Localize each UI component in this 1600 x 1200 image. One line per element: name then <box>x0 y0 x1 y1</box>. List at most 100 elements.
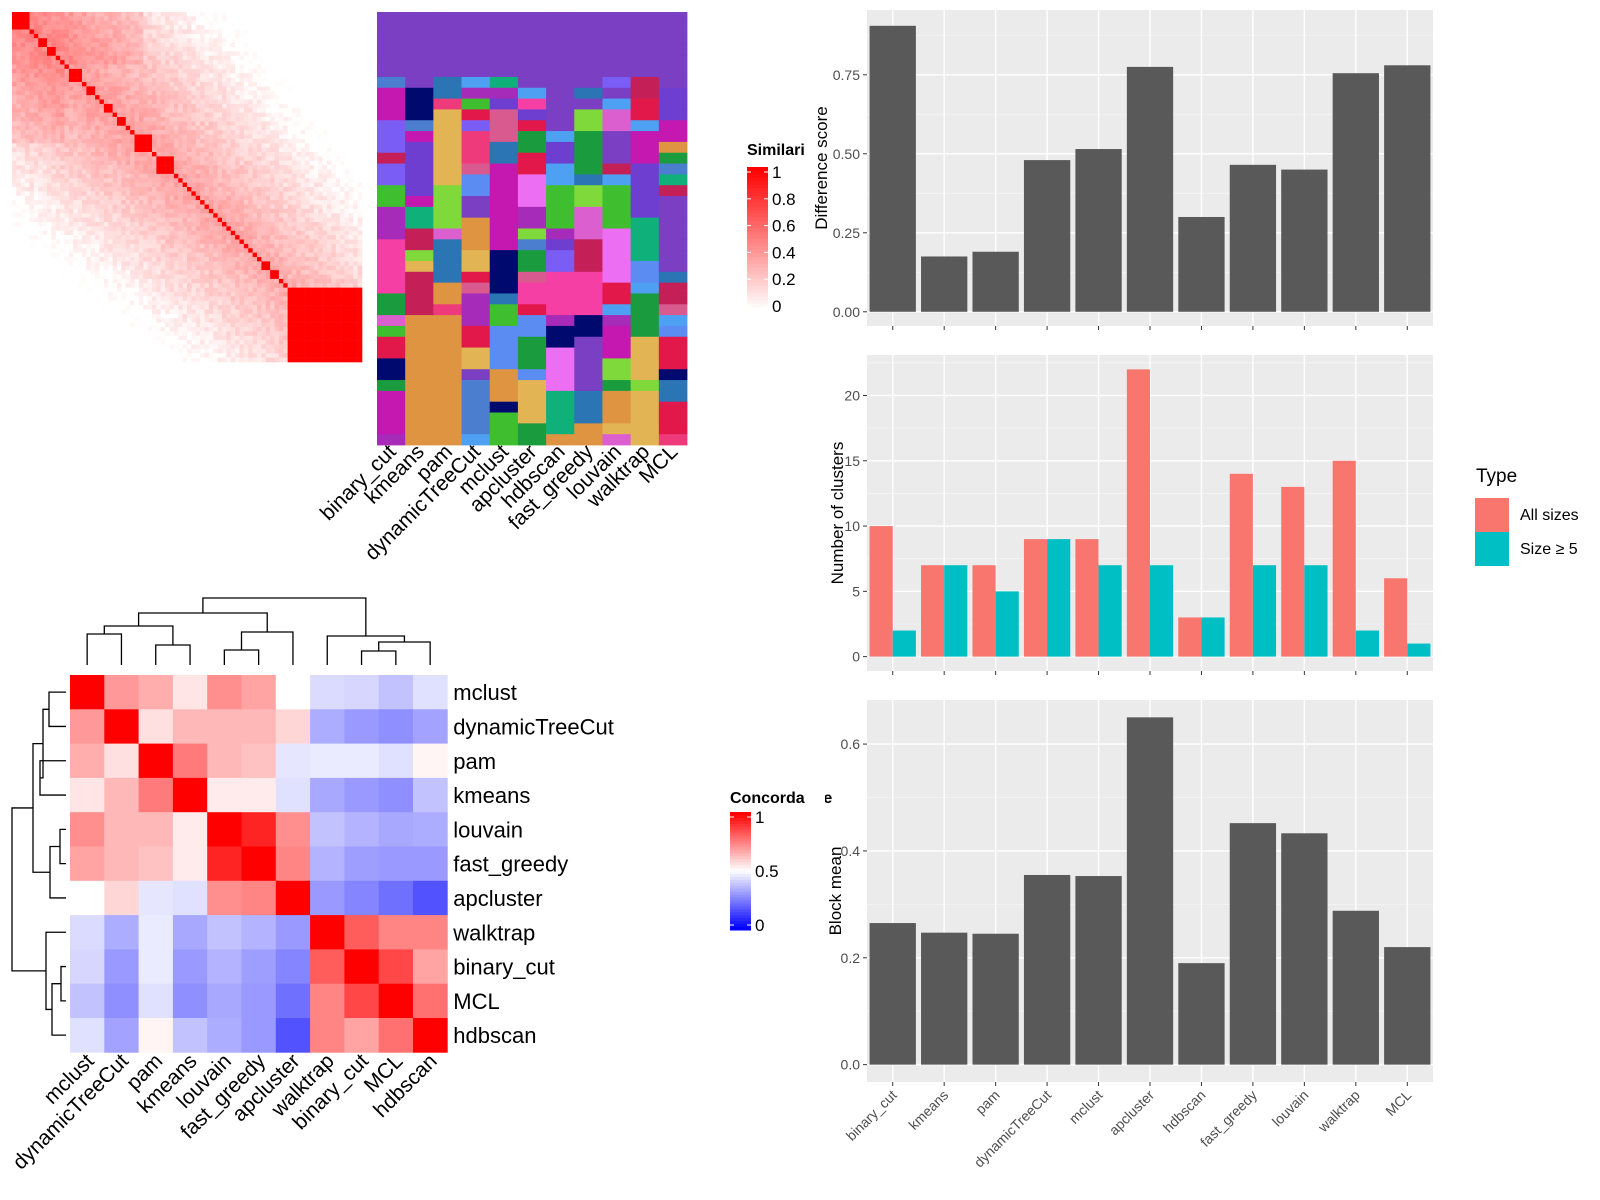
similarity-cell <box>156 222 162 227</box>
similarity-cell <box>134 274 140 280</box>
similarity-cell <box>274 138 280 144</box>
similarity-cell <box>340 108 345 113</box>
similarity-cell <box>217 195 223 201</box>
similarity-cell <box>292 64 297 70</box>
similarity-cell <box>187 344 192 350</box>
similarity-cell <box>195 265 201 271</box>
similarity-cell <box>248 152 253 157</box>
similarity-cell <box>287 99 293 105</box>
similarity-cell <box>165 270 170 275</box>
similarity-cell <box>20 117 26 122</box>
similarity-cell <box>335 82 341 87</box>
similarity-cell <box>222 29 227 35</box>
similarity-cell <box>73 340 78 345</box>
similarity-cell <box>99 274 105 280</box>
similarity-cell <box>64 86 70 92</box>
similarity-cell <box>55 99 61 105</box>
similarity-cell <box>300 68 306 74</box>
similarity-cell <box>117 353 122 358</box>
similarity-cell <box>152 77 157 83</box>
similarity-cell <box>165 340 170 345</box>
similarity-cell <box>292 51 297 57</box>
similarity-cell <box>38 248 43 253</box>
similarity-cell <box>296 29 302 35</box>
similarity-cell <box>47 313 52 319</box>
similarity-cell <box>25 134 30 140</box>
similarity-cell <box>173 169 179 175</box>
similarity-cell <box>82 309 87 315</box>
similarity-cell <box>182 64 188 70</box>
similarity-cell <box>103 217 109 223</box>
similarity-cell <box>296 169 302 175</box>
similarity-cell <box>12 60 17 65</box>
similarity-cell <box>178 55 183 61</box>
similarity-cell <box>73 353 78 358</box>
similarity-cell <box>125 204 131 210</box>
similarity-cell <box>335 73 341 78</box>
similarity-cell <box>68 169 74 175</box>
similarity-cell <box>204 152 210 157</box>
similarity-cell <box>160 182 166 188</box>
similarity-cell <box>42 38 48 43</box>
similarity-cell <box>335 173 341 179</box>
similarity-cell <box>292 191 297 197</box>
similarity-cell <box>55 213 61 218</box>
similarity-cell <box>230 195 236 201</box>
similarity-cell <box>33 55 39 61</box>
similarity-cell <box>261 195 267 201</box>
similarity-cell <box>270 55 275 61</box>
similarity-cell <box>38 287 43 293</box>
similarity-cell <box>143 305 148 310</box>
similarity-cell <box>340 55 345 61</box>
similarity-cell <box>77 134 83 140</box>
similarity-cell <box>182 143 188 148</box>
similarity-cell <box>68 90 74 96</box>
similarity-cell <box>16 340 22 345</box>
similarity-cell <box>147 217 153 223</box>
similarity-cell <box>191 86 197 92</box>
similarity-cell <box>187 318 192 323</box>
similarity-cell <box>125 296 131 302</box>
similarity-cell <box>353 125 358 131</box>
similarity-cell <box>160 138 166 144</box>
similarity-cell <box>261 125 267 131</box>
similarity-cell <box>73 121 78 127</box>
similarity-cell <box>169 208 175 214</box>
similarity-cell <box>125 165 131 170</box>
similarity-cell <box>25 318 30 323</box>
similarity-cell <box>82 64 87 70</box>
similarity-cell <box>173 125 179 131</box>
similarity-cell <box>296 165 302 170</box>
similarity-cell <box>64 257 70 262</box>
similarity-cell <box>99 73 105 78</box>
similarity-cell <box>99 300 105 306</box>
similarity-cell <box>309 187 315 192</box>
similarity-cell <box>152 309 157 315</box>
similarity-cell <box>38 313 43 319</box>
similarity-cell <box>143 217 148 223</box>
similarity-cell <box>208 182 214 188</box>
similarity-cell <box>348 51 354 57</box>
similarity-cell <box>292 12 297 17</box>
similarity-cell <box>77 138 83 144</box>
similarity-cell <box>38 305 43 310</box>
similarity-cell <box>143 331 148 337</box>
similarity-cell <box>12 156 17 162</box>
similarity-cell <box>160 121 166 127</box>
similarity-cell <box>187 95 192 100</box>
similarity-cell <box>252 55 258 61</box>
similarity-cell <box>117 121 122 127</box>
similarity-cell <box>68 99 74 105</box>
similarity-cell <box>73 47 78 52</box>
similarity-cell <box>108 327 113 332</box>
similarity-cell <box>134 173 140 179</box>
similarity-cell <box>182 348 188 354</box>
similarity-cell <box>182 322 188 328</box>
similarity-cell <box>38 257 43 262</box>
similarity-cell <box>340 20 345 26</box>
similarity-cell <box>340 95 345 100</box>
similarity-cell <box>99 42 105 48</box>
similarity-cell <box>348 90 354 96</box>
similarity-cell <box>257 29 262 35</box>
similarity-cell <box>292 121 297 127</box>
